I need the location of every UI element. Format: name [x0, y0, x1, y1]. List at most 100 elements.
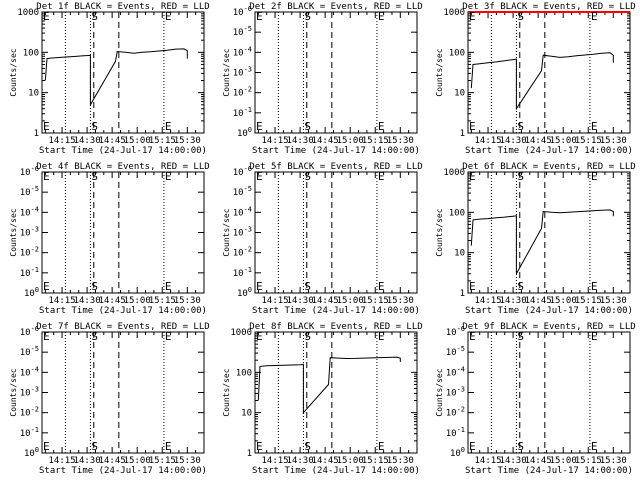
y-axis-label: Counts/sec: [222, 208, 231, 256]
chart-title: Det 8f BLACK = Events, RED = LLD: [249, 322, 422, 332]
chart-title: Det 7f BLACK = Events, RED = LLD: [36, 322, 209, 332]
event-marker-top: S: [91, 10, 98, 23]
x-tick-label: 15:00: [337, 296, 364, 306]
event-marker-bottom: E: [469, 440, 476, 453]
event-marker-top: S: [304, 330, 311, 343]
event-marker-bottom: E: [165, 280, 172, 293]
y-axis-label: Counts/sec: [435, 368, 444, 416]
x-tick-label: 14:45: [99, 456, 126, 466]
y-tick-label: 10-6: [233, 165, 252, 178]
y-tick-label: 10-5: [20, 185, 39, 198]
x-tick-label: 14:45: [312, 136, 339, 146]
x-tick-label: 14:15: [474, 456, 501, 466]
event-marker-bottom: E: [469, 120, 476, 133]
y-tick-label: 10-6: [233, 5, 252, 18]
plot-frame: [41, 331, 205, 454]
y-tick-label: 100: [24, 446, 39, 459]
x-tick-label: 15:15: [149, 456, 176, 466]
x-axis-label: Start Time (24-Jul-17 14:00:00): [39, 146, 207, 156]
x-tick-label: 15:30: [387, 296, 414, 306]
chart-panel: Det 5f BLACK = Events, RED = LLD 100 10-1 1…: [222, 162, 423, 316]
event-marker-top: E: [469, 170, 476, 183]
y-tick-label: 100: [237, 286, 252, 299]
x-axis-label: Start Time (24-Jul-17 14:00:00): [39, 466, 207, 476]
y-tick-label: 10-6: [20, 165, 39, 178]
y-tick-label: 10-2: [446, 406, 465, 419]
event-marker-bottom: S: [304, 440, 311, 453]
x-tick-label: 14:15: [48, 296, 75, 306]
y-tick-label: 10-2: [233, 86, 252, 99]
x-tick-label: 15:30: [600, 296, 627, 306]
x-tick-label: 15:00: [550, 296, 577, 306]
y-tick-label: 10-3: [233, 66, 252, 79]
event-marker-bottom: E: [256, 280, 263, 293]
y-tick-label: 10: [241, 409, 252, 419]
x-tick-label: 15:15: [575, 456, 602, 466]
x-axis-label: Start Time (24-Jul-17 14:00:00): [39, 306, 207, 316]
event-marker-bottom: E: [43, 120, 50, 133]
y-tick-label: 10: [454, 249, 465, 259]
plot-frame: [467, 171, 631, 294]
y-tick-label: 10-2: [20, 406, 39, 419]
chart-title: Det 5f BLACK = Events, RED = LLD: [249, 162, 422, 172]
x-tick-label: 14:15: [48, 136, 75, 146]
y-tick-label: 1: [247, 449, 252, 459]
event-marker-top: E: [256, 10, 263, 23]
y-tick-label: 1: [460, 129, 465, 139]
event-marker-top: E: [43, 170, 50, 183]
y-tick-label: 100: [24, 286, 39, 299]
x-tick-label: 14:30: [500, 456, 527, 466]
event-marker-bottom: E: [165, 440, 172, 453]
event-marker-top: S: [304, 170, 311, 183]
plot-frame: [254, 331, 418, 454]
event-marker-bottom: S: [517, 440, 524, 453]
y-tick-label: 10-5: [233, 185, 252, 198]
x-tick-label: 14:30: [500, 296, 527, 306]
x-tick-label: 15:15: [362, 136, 389, 146]
y-tick-label: 10-5: [233, 25, 252, 38]
plot-frame: [254, 11, 418, 134]
y-tick-label: 100: [449, 48, 465, 58]
y-axis-label: Counts/sec: [9, 368, 18, 416]
y-tick-label: 100: [450, 446, 465, 459]
y-tick-label: 10-3: [20, 226, 39, 239]
x-tick-label: 14:30: [74, 136, 101, 146]
x-axis-label: Start Time (24-Jul-17 14:00:00): [465, 306, 633, 316]
x-axis-label: Start Time (24-Jul-17 14:00:00): [252, 306, 420, 316]
event-marker-top: S: [517, 10, 524, 23]
chart-panel: Det 3f BLACK = Events, RED = LLD 1 10 100 10…: [435, 2, 636, 156]
x-tick-label: 14:45: [525, 456, 552, 466]
x-tick-label: 14:30: [74, 296, 101, 306]
chart-panel: Det 1f BLACK = Events, RED = LLD 1 10 100 10…: [9, 2, 210, 156]
y-axis-label: Counts/sec: [222, 368, 231, 416]
event-marker-top: E: [591, 10, 598, 23]
y-tick-label: 10-4: [233, 45, 252, 58]
y-tick-label: 100: [237, 126, 252, 139]
event-marker-bottom: E: [165, 120, 172, 133]
y-tick-label: 10-1: [233, 106, 252, 119]
chart-panel: Det 9f BLACK = Events, RED = LLD 100 10-1 1…: [435, 322, 636, 476]
event-marker-top: S: [91, 170, 98, 183]
event-marker-top: E: [469, 330, 476, 343]
x-tick-label: 15:00: [124, 296, 151, 306]
chart-title: Det 1f BLACK = Events, RED = LLD: [36, 2, 209, 12]
x-tick-label: 14:45: [99, 296, 126, 306]
chart-panel: Det 6f BLACK = Events, RED = LLD 1 10 100 10…: [435, 162, 636, 316]
y-tick-label: 10-2: [233, 246, 252, 259]
event-marker-bottom: E: [378, 120, 385, 133]
event-marker-bottom: E: [256, 120, 263, 133]
chart-panel: Det 2f BLACK = Events, RED = LLD 100 10-1 1…: [222, 2, 423, 156]
y-tick-label: 10-1: [20, 426, 39, 439]
x-tick-label: 14:30: [287, 296, 314, 306]
y-tick-label: 100: [236, 368, 252, 378]
chart-title: Det 2f BLACK = Events, RED = LLD: [249, 2, 422, 12]
plot-frame: [41, 171, 205, 294]
y-tick-label: 10-5: [446, 345, 465, 358]
event-marker-top: E: [256, 330, 263, 343]
event-marker-bottom: S: [91, 440, 98, 453]
y-tick-label: 1000: [443, 168, 465, 178]
event-marker-bottom: E: [378, 440, 385, 453]
data-series: [470, 209, 614, 275]
x-tick-label: 14:45: [525, 296, 552, 306]
x-tick-label: 15:30: [600, 456, 627, 466]
